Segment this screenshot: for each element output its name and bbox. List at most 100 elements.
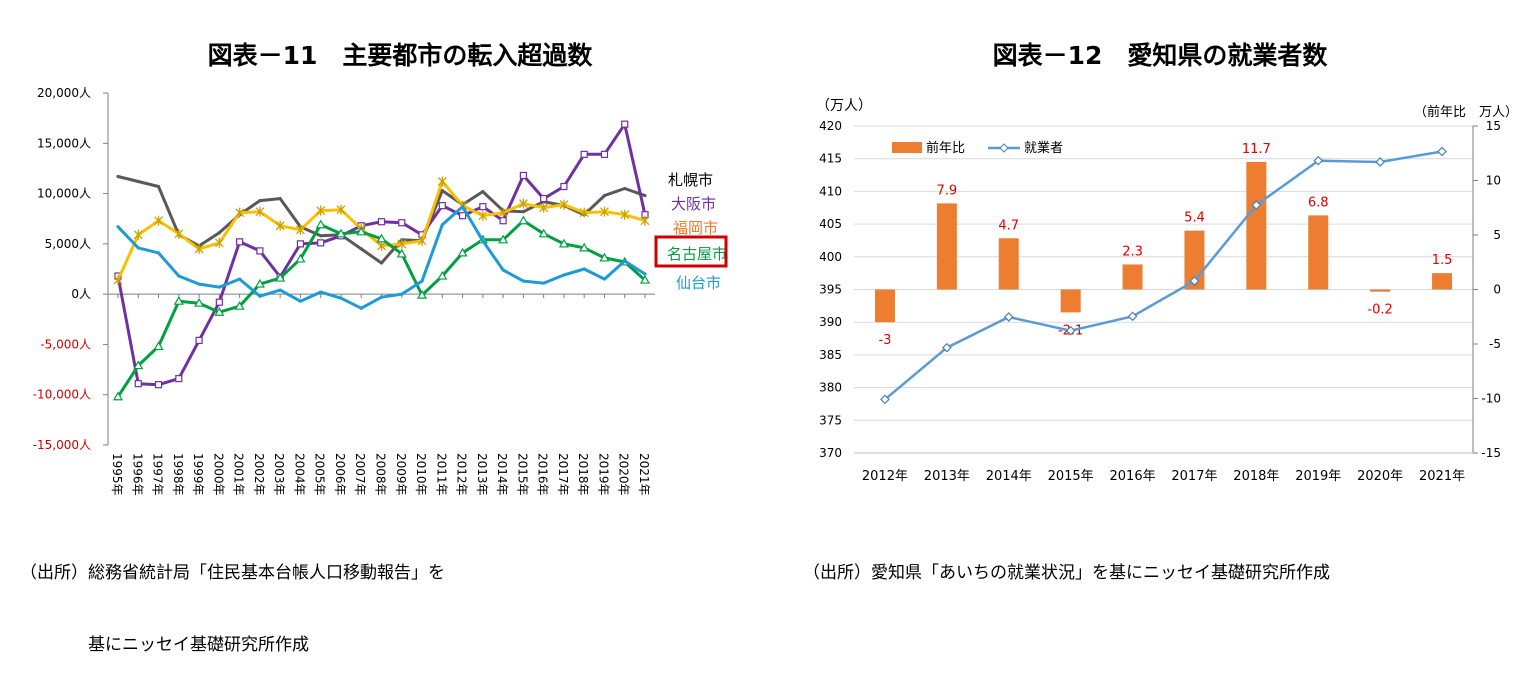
- chart2-bar-label: 6.8: [1308, 195, 1329, 210]
- chart1-point: [134, 380, 142, 388]
- chart1-x-tick-label: 2000年: [211, 453, 225, 496]
- chart1-point: [235, 207, 245, 218]
- chart1-x-tick-label: 2021年: [637, 453, 651, 496]
- chart1-point: [417, 235, 427, 246]
- chart2-bar-label: -0.2: [1367, 303, 1392, 318]
- chart1-point: [620, 209, 630, 220]
- chart1-source-line: 基にニッセイ基礎研究所作成: [20, 635, 309, 655]
- chart1-x-tick-label: 2011年: [434, 453, 448, 496]
- chart2-bar: [936, 203, 957, 290]
- chart1-point: [377, 218, 386, 226]
- chart1-point: [194, 297, 205, 307]
- chart1-point: [113, 275, 123, 286]
- chart2-bar: [1122, 264, 1143, 290]
- chart1-point: [174, 228, 184, 239]
- chart1-y-tick-label: -5,000人: [40, 337, 91, 351]
- chart2-bar-label: 4.7: [998, 218, 1019, 233]
- chart1-highlight-box: [654, 235, 728, 268]
- chart1-point: [518, 198, 528, 209]
- chart1-point: [112, 391, 124, 401]
- chart2-title: 図表－12 愛知県の就業者数: [993, 41, 1329, 70]
- chart1-point: [295, 253, 306, 263]
- chart1-point: [518, 215, 529, 225]
- chart1-point: [336, 204, 346, 215]
- chart2-left-tick-label: 390: [819, 315, 842, 329]
- chart1-point: [217, 285, 221, 289]
- chart1-point: [136, 246, 140, 250]
- chart1-series-label: 福岡市: [673, 219, 718, 237]
- chart1-x-tick-label: 2014年: [495, 453, 509, 496]
- chart1-title: 図表－11 主要都市の転入超過数: [208, 41, 594, 70]
- chart1-point: [154, 215, 163, 226]
- chart1-point: [116, 174, 120, 179]
- chart1-x-tick-label: 2006年: [333, 453, 347, 496]
- chart1-point: [234, 301, 245, 310]
- chart1-point: [562, 273, 566, 277]
- chart1-point: [479, 203, 487, 211]
- chart1-x-tick-label: 2005年: [313, 453, 327, 496]
- chart2-source-line: （出所）愛知県「あいちの就業状況」を基にニッセイ基礎研究所作成: [803, 563, 1330, 583]
- chart1-point: [275, 272, 286, 282]
- chart1-x-tick-label: 2019年: [596, 453, 610, 496]
- chart1-x-tick-label: 1996年: [130, 453, 144, 496]
- chart1-y-tick-label: 15,000人: [37, 136, 91, 150]
- chart1-y-tick-label: 10,000人: [37, 187, 91, 201]
- chart2-left-tick-label: 395: [819, 283, 842, 297]
- chart2-legend-label: 就業者: [1024, 140, 1063, 156]
- chart2-bar: [1246, 161, 1267, 290]
- chart1-series-line-2: [116, 180, 646, 281]
- chart1-point: [599, 252, 610, 262]
- chart1-x-tick-label: 2018年: [576, 453, 590, 496]
- chart1-point: [379, 295, 384, 299]
- chart1-x-tick-label: 2012年: [455, 453, 469, 496]
- chart1-series-label: 札幌市: [668, 171, 713, 189]
- chart1-y-tick-label: -10,000人: [33, 388, 91, 402]
- chart1-source-line: （出所）総務省統計局「住民基本台帳人口移動報告」を: [20, 563, 445, 583]
- chart2-right-tick-label: -15: [1481, 446, 1501, 460]
- chart1-point: [133, 229, 143, 240]
- chart1-point: [621, 120, 629, 128]
- chart-aichi-employment: 図表－12 愛知県の就業者数 （万人） （前年比 万人） -37.94.7-2.…: [816, 41, 1518, 484]
- chart2-right-tick-label: 15: [1486, 119, 1501, 133]
- chart1-point: [256, 247, 264, 255]
- chart1-point: [175, 375, 183, 383]
- chart-transfer-surplus: 図表－11 主要都市の転入超過数 20,000人 15,000人 10,000人 5,…: [33, 41, 728, 496]
- chart2-right-tick-label: -5: [1489, 337, 1501, 351]
- chart1-point: [501, 268, 505, 272]
- chart2-left-tick-label: 415: [819, 152, 842, 166]
- chart1-series-line-1: [116, 122, 647, 387]
- chart1-y-tick-label: 20,000人: [37, 86, 91, 100]
- chart2-right-unit: （前年比 万人）: [1414, 104, 1518, 120]
- chart2-legend-label: 前年比: [926, 140, 965, 156]
- chart2-left-tick-label: 370: [819, 446, 842, 460]
- chart1-point: [154, 381, 163, 389]
- chart2-bar-label: 2.3: [1122, 244, 1143, 259]
- chart1-y-tick-label: 0人: [71, 287, 91, 301]
- chart1-x-tick-label: 1997年: [151, 453, 165, 496]
- chart2-line-point: [1127, 311, 1138, 322]
- chart1-point: [481, 189, 485, 194]
- chart1-point: [579, 207, 589, 218]
- chart1-point: [316, 205, 326, 216]
- chart1-x-tick-label: 2013年: [475, 453, 489, 496]
- chart1-point: [376, 233, 387, 243]
- chart2-x-tick-label: 2014年: [986, 469, 1032, 484]
- chart1-point: [238, 277, 242, 281]
- chart1-point: [177, 274, 181, 278]
- chart2-right-tick-label: 5: [1493, 228, 1501, 242]
- chart1-point: [420, 279, 424, 283]
- chart1-point: [600, 150, 609, 158]
- chart1-point: [458, 212, 467, 220]
- chart1-point: [156, 184, 161, 189]
- chart1-x-tick-label: 2020年: [617, 453, 631, 496]
- chart1-point: [359, 247, 363, 251]
- chart1-point: [400, 292, 404, 296]
- chart2-right-tick-label: 10: [1486, 174, 1501, 188]
- chart1-x-tick-label: 2010年: [414, 453, 428, 496]
- chart2-line-point: [942, 342, 952, 353]
- chart1-point: [397, 238, 407, 249]
- chart2-bar: [1308, 215, 1329, 290]
- chart1-point: [600, 206, 609, 217]
- chart1-point: [217, 231, 221, 235]
- chart1-point: [254, 278, 265, 288]
